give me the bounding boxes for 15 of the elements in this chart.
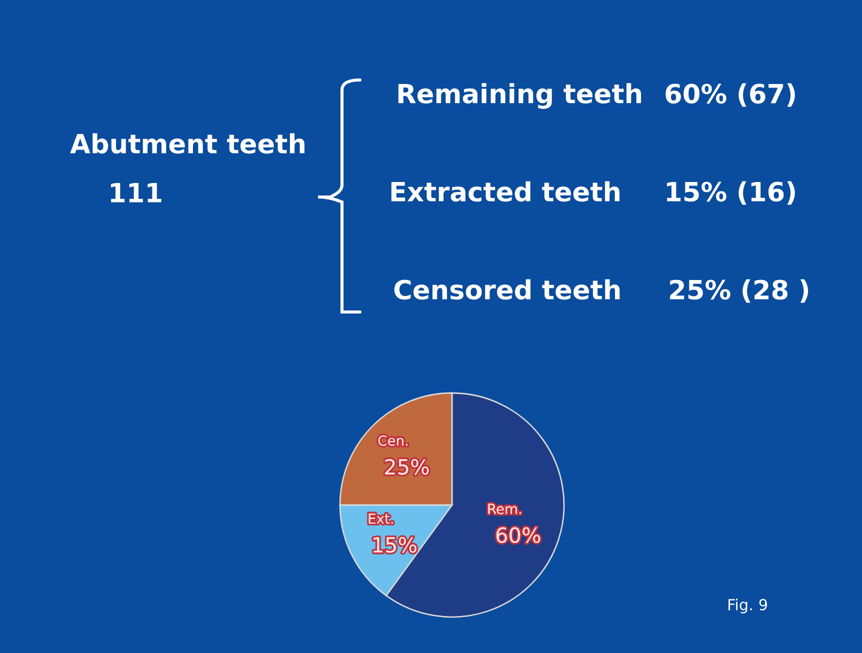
data-label: 25% [385,458,429,475]
text: Abutment teeth [70,133,304,154]
slice-label: Cen. [378,435,408,446]
text: 15% (16) [666,181,795,205]
text: Remaining teeth [398,83,642,109]
text: 25% (28 ) [670,279,808,303]
slice-label: Rem. [488,504,521,514]
slice-label: Ext. [368,514,393,524]
text: Censored teeth [394,279,620,300]
text: 111 [110,183,162,202]
text: Extracted teeth [391,181,620,202]
caption: Fig. 9 [728,598,767,614]
text: 60% (67) [666,83,795,107]
data-label: 60% [496,527,540,544]
data-label: 15% [374,536,416,553]
